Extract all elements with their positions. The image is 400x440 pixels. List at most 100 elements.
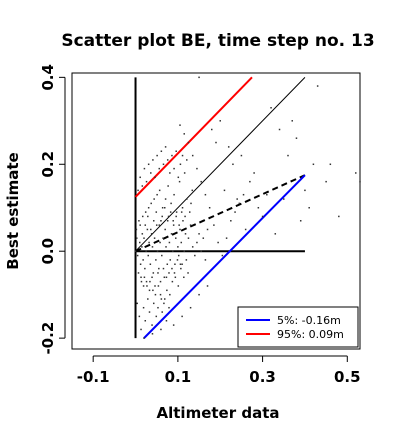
y-axis: -0.2 0.0 0.2 0.4: [39, 64, 66, 355]
data-point: [176, 259, 179, 261]
data-point: [139, 176, 141, 179]
data-point: [164, 198, 167, 200]
data-point: [157, 306, 159, 309]
data-point: [236, 198, 238, 200]
data-point: [151, 246, 154, 248]
data-point: [139, 263, 142, 265]
data-point: [147, 215, 149, 218]
p5-line: [143, 174, 306, 339]
data-point: [278, 128, 281, 131]
data-point: [189, 306, 192, 309]
data-point: [141, 185, 144, 187]
data-point: [171, 280, 174, 283]
y-tick-label: 0.0: [39, 238, 57, 265]
data-point: [144, 224, 147, 226]
data-point: [175, 211, 178, 213]
legend-box: [237, 306, 359, 348]
data-point: [163, 302, 165, 305]
data-point: [196, 241, 198, 244]
data-point: [152, 302, 155, 305]
data-point: [261, 215, 264, 218]
data-point: [304, 189, 306, 192]
data-point: [143, 276, 146, 279]
x-tick-label: -0.1: [77, 368, 110, 386]
data-point: [171, 267, 173, 270]
data-point: [153, 198, 155, 200]
data-point: [175, 215, 177, 218]
data-point: [223, 189, 226, 192]
regression-line: [135, 174, 306, 253]
data-point: [200, 180, 202, 183]
data-point: [215, 141, 217, 144]
data-point: [184, 215, 186, 218]
data-point: [137, 272, 140, 274]
data-point: [164, 228, 166, 231]
data-point: [173, 272, 176, 274]
data-points: [134, 76, 361, 339]
data-point: [173, 167, 175, 170]
x-tick-label: 0.1: [165, 368, 192, 386]
data-point: [187, 272, 189, 274]
data-point: [166, 289, 168, 292]
data-point: [143, 337, 145, 339]
data-point: [169, 211, 172, 213]
data-point: [146, 228, 149, 231]
data-point: [242, 193, 245, 196]
data-point: [186, 198, 188, 200]
data-point: [138, 220, 140, 222]
data-point: [161, 311, 163, 313]
data-point: [238, 202, 241, 205]
p95-line: [134, 76, 253, 198]
x-axis-label: Altimeter data: [157, 404, 280, 422]
data-point: [179, 263, 182, 265]
data-point: [155, 259, 157, 261]
data-point: [257, 206, 260, 209]
data-point: [172, 220, 174, 222]
data-point: [143, 167, 146, 170]
plot-frame: [71, 72, 361, 350]
data-point: [134, 250, 137, 252]
data-point: [173, 193, 175, 196]
data-point: [230, 220, 232, 222]
data-point: [159, 280, 162, 283]
data-point: [152, 289, 154, 292]
x-tick-label: 0.5: [334, 368, 361, 386]
data-point: [166, 263, 169, 265]
data-point: [200, 250, 202, 252]
data-point: [168, 241, 171, 244]
data-point: [186, 159, 188, 161]
data-point: [244, 228, 247, 231]
data-point: [185, 259, 188, 261]
data-point: [174, 263, 176, 265]
data-point: [170, 233, 173, 235]
data-point: [295, 137, 298, 139]
data-point: [156, 193, 158, 196]
data-point: [166, 220, 169, 222]
data-point: [266, 193, 268, 196]
data-point: [204, 259, 207, 261]
data-point: [161, 215, 163, 218]
y-tick-label: 0.4: [39, 64, 57, 91]
data-point: [172, 224, 175, 226]
data-point: [168, 272, 170, 274]
data-point: [161, 254, 163, 257]
data-point: [183, 133, 185, 135]
data-point: [291, 120, 293, 122]
data-point: [325, 180, 327, 183]
data-point: [153, 237, 156, 239]
data-point: [139, 224, 141, 226]
data-point: [359, 180, 361, 183]
data-point: [249, 180, 251, 183]
data-point: [178, 180, 181, 183]
data-point: [169, 172, 171, 174]
data-point: [152, 272, 155, 274]
x-axis: -0.1 0.1 0.3 0.5: [77, 355, 361, 386]
data-point: [217, 241, 219, 244]
data-point: [211, 128, 213, 131]
data-point: [299, 220, 302, 222]
data-point: [154, 285, 156, 287]
data-point: [171, 154, 173, 157]
data-point: [213, 224, 215, 226]
data-point: [143, 237, 145, 239]
data-point: [157, 272, 159, 274]
